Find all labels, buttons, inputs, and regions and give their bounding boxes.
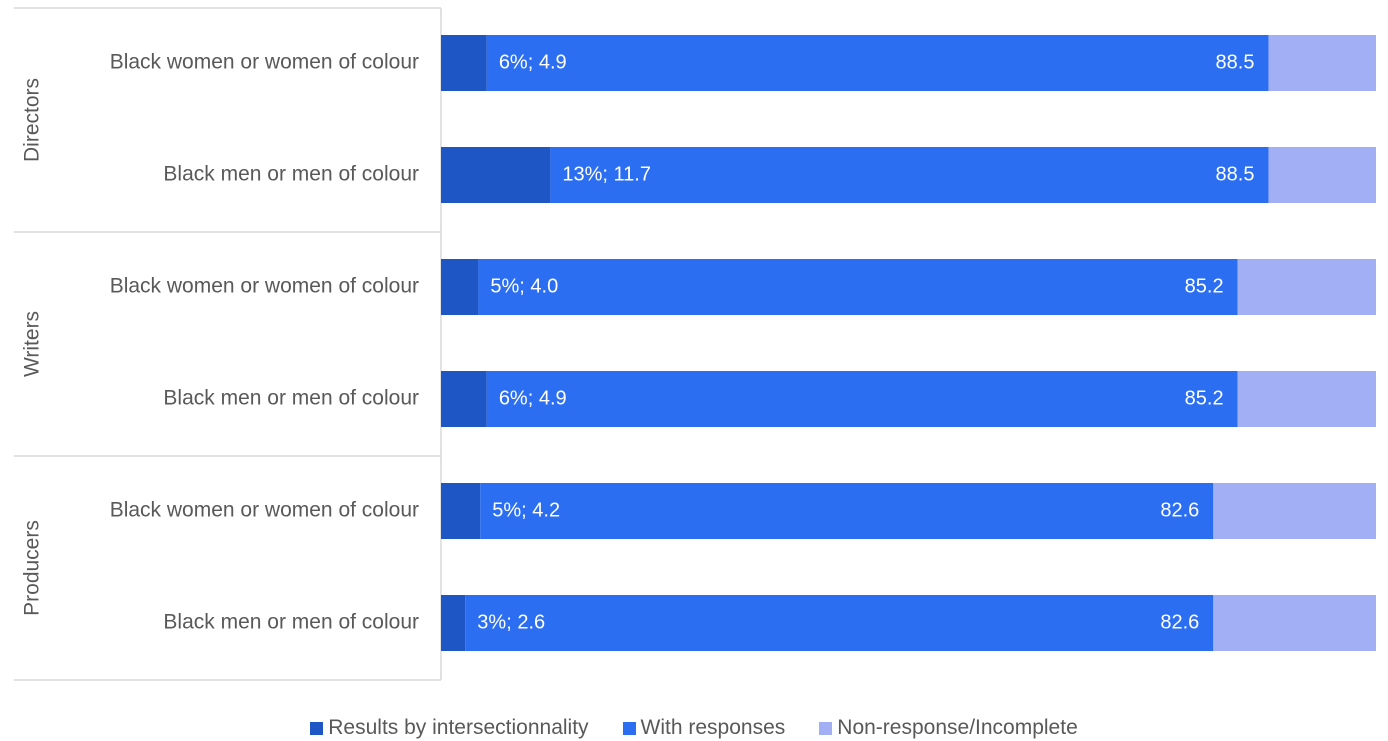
bar-segment [441,147,551,203]
data-label: 6%; 4.9 [499,51,567,73]
category-label: Black men or men of colour [163,387,419,410]
data-label: 85.2 [1185,387,1224,409]
bar-segment [1213,595,1376,651]
data-label: 88.5 [1216,163,1255,185]
data-label: 82.6 [1160,499,1199,521]
data-label: 85.2 [1185,275,1224,297]
bar-segment [478,259,1238,315]
data-label: 82.6 [1160,611,1199,633]
legend-label: Non-response/Incomplete [837,716,1078,739]
legend-item: Results by intersectionnality [310,716,589,740]
bar-segment [486,371,1238,427]
legend-swatch [819,721,833,735]
bar-segment [441,483,481,539]
data-label: 5%; 4.2 [492,499,560,521]
bar-segment [465,595,1214,651]
bar-segment [1268,35,1376,91]
group-label: Producers [21,520,44,616]
legend-item: With responses [622,716,786,740]
data-label: 6%; 4.9 [499,387,567,409]
bar-segment [486,35,1269,91]
data-label: 5%; 4.0 [490,275,558,297]
bar-segment [441,259,479,315]
category-label: Black women or women of colour [110,51,419,74]
bar-segment [1213,483,1376,539]
legend-label: Results by intersectionnality [328,716,589,739]
category-label: Black men or men of colour [163,611,419,634]
legend-swatch [310,721,324,735]
data-label: 88.5 [1216,51,1255,73]
data-label: 3%; 2.6 [477,611,545,633]
bar-segment [550,147,1269,203]
category-label: Black women or women of colour [110,499,419,522]
group-label: Directors [21,78,44,162]
legend-label: With responses [640,716,786,739]
bar-segment [480,483,1214,539]
bar-segment [1237,259,1376,315]
bar-segment [441,371,487,427]
bar-segment [1268,147,1376,203]
legend-swatch [622,721,636,735]
chart-area: Directors Black women or women of colour 6… [14,7,1376,681]
category-label: Black men or men of colour [163,163,419,186]
bar-segment [441,35,487,91]
data-label: 13%; 11.7 [562,163,651,185]
legend-item: Non-response/Incomplete [819,716,1078,740]
legend: Results by intersectionnality With respon… [0,715,1388,741]
category-label: Black women or women of colour [110,275,419,298]
bar-segment [441,595,466,651]
bar-segment [1237,371,1376,427]
group-label: Writers [21,311,44,377]
